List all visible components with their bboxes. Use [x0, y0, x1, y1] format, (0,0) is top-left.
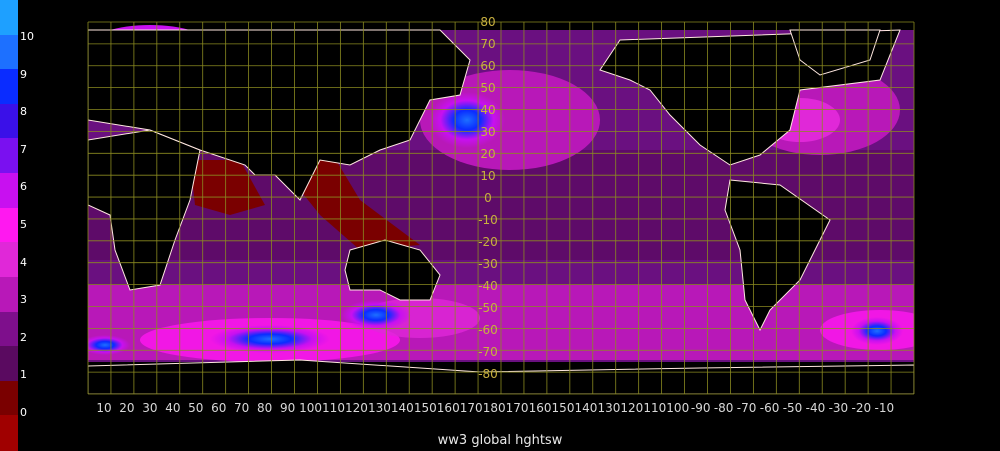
legend-swatch	[0, 34, 18, 71]
latitude-label: 0	[484, 191, 492, 205]
legend-swatch	[0, 346, 18, 382]
longitude-label: -80	[714, 401, 734, 415]
longitude-label: 170	[506, 401, 529, 415]
longitude-label: 120	[620, 401, 643, 415]
latitude-axis: 80 70 60 50 40 30 20 10 0 -10 -20 -30 -40 -50 -60 -70 -8…	[478, 15, 498, 381]
legend-swatch	[0, 380, 18, 417]
latitude-label: -60	[478, 323, 498, 337]
longitude-label: 40	[165, 401, 180, 415]
longitude-label: -70	[737, 401, 757, 415]
longitude-label: 30	[142, 401, 157, 415]
color-legend	[0, 0, 18, 451]
legend-label: 3	[20, 293, 27, 307]
longitude-axis: 10 20 30 40 50 60 70 80 90 100 110 120 130 140 150 160 1…	[96, 401, 894, 415]
legend-swatch	[0, 415, 18, 451]
longitude-label: -30	[829, 401, 849, 415]
legend-swatch	[0, 69, 18, 105]
legend-swatch	[0, 242, 18, 278]
latitude-label: 10	[480, 169, 495, 183]
longitude-label: -20	[852, 401, 872, 415]
longitude-label: 110	[643, 401, 666, 415]
north-pacific-storm	[429, 92, 505, 148]
latitude-label: 80	[480, 15, 495, 29]
longitude-label: 90	[280, 401, 295, 415]
longitude-label: 140	[574, 401, 597, 415]
latitude-label: -30	[478, 257, 498, 271]
longitude-label: 120	[345, 401, 368, 415]
latitude-label: -80	[478, 367, 498, 381]
south-indian-storm	[210, 325, 330, 353]
latitude-label: -50	[478, 301, 498, 315]
latitude-label: 70	[480, 37, 495, 51]
longitude-label: -40	[806, 401, 826, 415]
latitude-label: -20	[478, 235, 498, 249]
latitude-label: -70	[478, 345, 498, 359]
longitude-label: 160	[437, 401, 460, 415]
longitude-label: 80	[257, 401, 272, 415]
legend-label: 9	[20, 67, 27, 81]
longitude-label: 100	[666, 401, 689, 415]
longitude-label: 10	[96, 401, 111, 415]
map-caption: ww3 global hghtsw	[437, 433, 563, 448]
legend-swatch	[0, 103, 18, 140]
longitude-label: 100	[299, 401, 322, 415]
legend-swatch	[0, 207, 18, 244]
longitude-label: 130	[597, 401, 620, 415]
legend-label: 6	[20, 180, 27, 194]
legend-label: 7	[20, 142, 27, 156]
longitude-label: 20	[119, 401, 134, 415]
legend-label: 1	[20, 368, 27, 382]
longitude-label: 150	[552, 401, 575, 415]
latitude-label: 50	[480, 81, 495, 95]
legend-label: 5	[20, 218, 27, 231]
latitude-label: -10	[478, 213, 498, 227]
legend-swatch	[0, 0, 18, 36]
longitude-label: 50	[188, 401, 203, 415]
longitude-label: 180	[483, 401, 506, 415]
longitude-label: -90	[691, 401, 711, 415]
legend-swatch	[0, 276, 18, 313]
legend-label: 8	[20, 105, 27, 119]
latitude-label: 60	[480, 59, 495, 73]
longitude-label: 60	[211, 401, 226, 415]
legend-label: 0	[20, 406, 27, 419]
legend-label: 10	[20, 30, 34, 43]
graticule	[87, 21, 915, 395]
longitude-label: -10	[874, 401, 894, 415]
longitude-label: 140	[391, 401, 414, 415]
latitude-label: 40	[480, 103, 495, 117]
legend-label: 4	[20, 255, 27, 269]
latitude-label: 20	[480, 147, 495, 161]
longitude-label: 160	[529, 401, 552, 415]
legend-label: 2	[20, 330, 27, 344]
longitude-label: 130	[368, 401, 391, 415]
longitude-label: 170	[460, 401, 483, 415]
legend-swatch	[0, 138, 18, 175]
longitude-label: 150	[414, 401, 437, 415]
south-atlantic-storm	[851, 317, 903, 345]
latitude-label: -40	[478, 279, 498, 293]
legend-swatch	[0, 311, 18, 348]
legend-swatch	[0, 173, 18, 209]
longitude-label: -50	[783, 401, 803, 415]
latitude-label: 30	[480, 125, 495, 139]
south-australia-storm	[341, 300, 411, 330]
longitude-label: 70	[234, 401, 249, 415]
longitude-label: 110	[322, 401, 345, 415]
longitude-label: -60	[760, 401, 780, 415]
